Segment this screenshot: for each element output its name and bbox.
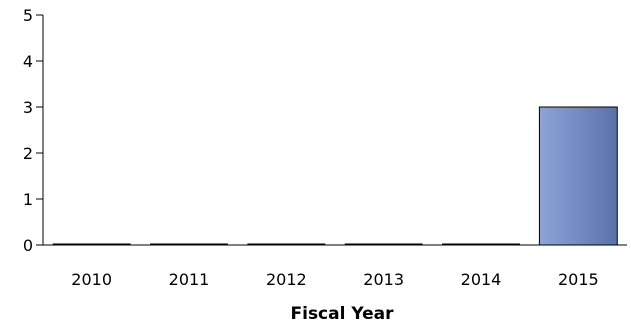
bars xyxy=(52,106,618,246)
y-tick-label: 0 xyxy=(23,236,33,255)
x-tick-label: 2014 xyxy=(461,270,502,289)
x-tick-label: 2011 xyxy=(169,270,210,289)
x-tick-label: 2012 xyxy=(266,270,307,289)
y-tick-label: 5 xyxy=(23,6,33,25)
x-tick-label: 2010 xyxy=(71,270,112,289)
bar-2015 xyxy=(538,106,618,246)
x-tick-label: 2013 xyxy=(363,270,404,289)
y-axis: 0 1 2 3 4 5 xyxy=(23,6,44,255)
x-axis-title: Fiscal Year xyxy=(291,304,395,324)
y-tick-label: 1 xyxy=(23,190,33,209)
x-axis: 2010 2011 2012 2013 2014 2015 xyxy=(43,244,627,289)
x-tick-label: 2015 xyxy=(558,270,599,289)
y-tick-label: 4 xyxy=(23,52,33,71)
y-tick-label: 2 xyxy=(23,144,33,163)
y-tick-label: 3 xyxy=(23,98,33,117)
